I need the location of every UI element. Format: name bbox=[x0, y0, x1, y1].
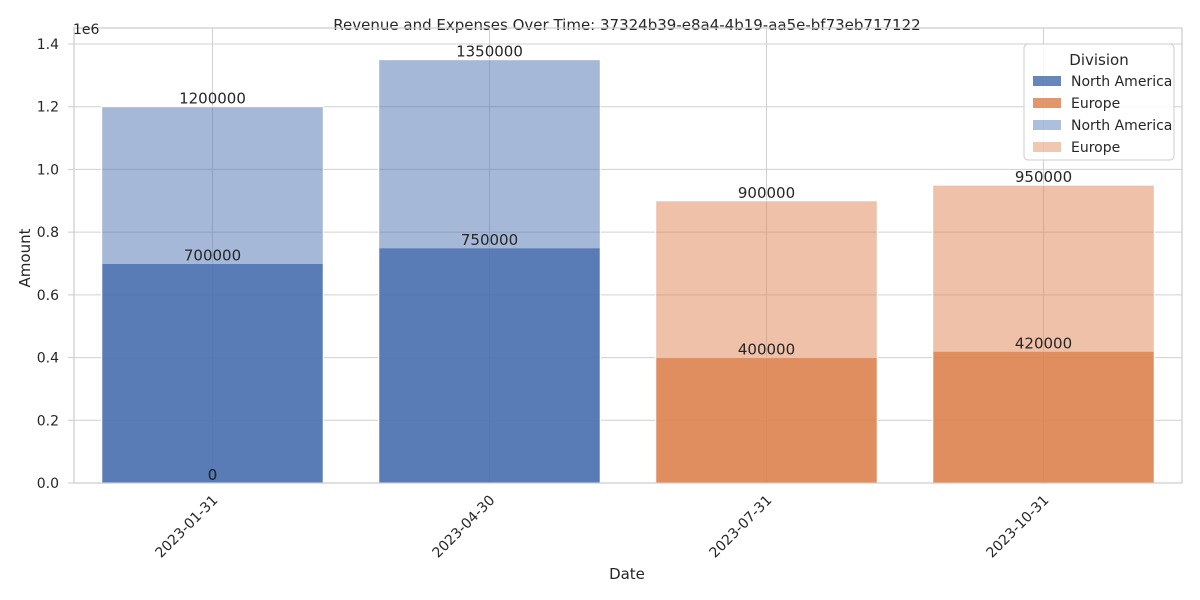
bars bbox=[101, 59, 1155, 484]
y-tick-label: 0.6 bbox=[37, 288, 59, 304]
legend-swatch bbox=[1033, 120, 1061, 130]
legend-swatch bbox=[1033, 142, 1061, 152]
x-tick-label: 2023-01-31 bbox=[152, 493, 221, 562]
x-tick-label: 2023-04-30 bbox=[429, 493, 498, 562]
y-offset-label: 1e6 bbox=[73, 22, 100, 38]
bar-revenue-north-america bbox=[378, 59, 601, 484]
legend: Division North America Europe North America… bbox=[1023, 43, 1175, 161]
legend-swatch bbox=[1033, 98, 1061, 108]
bar-value-label: 750000 bbox=[461, 231, 518, 249]
chart-title: Revenue and Expenses Over Time: 37324b39… bbox=[333, 16, 920, 34]
legend-entry-label: North America bbox=[1071, 74, 1172, 90]
bar-value-label: 420000 bbox=[1015, 334, 1072, 352]
y-tick-label: 1.4 bbox=[37, 37, 59, 53]
bar-revenue-north-america bbox=[101, 106, 324, 484]
y-tick-label: 1.0 bbox=[37, 162, 59, 178]
legend-title: Division bbox=[1069, 51, 1128, 69]
x-tick-label: 2023-07-31 bbox=[706, 493, 775, 562]
bar-value-label: 0 bbox=[208, 466, 218, 484]
y-axis-label: Amount bbox=[16, 228, 34, 287]
plot-frame bbox=[73, 27, 1183, 484]
bar-value-label: 0 bbox=[208, 466, 218, 484]
legend-entry-label: North America bbox=[1071, 118, 1172, 134]
bar-value-label: 700000 bbox=[184, 247, 241, 265]
legend-entry-label: Europe bbox=[1071, 96, 1120, 112]
y-tick-label: 0.2 bbox=[37, 413, 59, 429]
y-tick-label: 1.2 bbox=[37, 100, 59, 116]
y-tick-label: 0.8 bbox=[37, 225, 59, 241]
bar-value-label: 400000 bbox=[738, 341, 795, 359]
x-axis-label: Date bbox=[609, 565, 645, 583]
legend-box bbox=[1023, 43, 1175, 161]
legend-entry-label: Europe bbox=[1071, 140, 1120, 156]
bar-value-label: 950000 bbox=[1015, 168, 1072, 186]
legend-swatch bbox=[1033, 76, 1061, 86]
bar-value-label: 900000 bbox=[738, 184, 795, 202]
data-labels: 1200000 1350000 900000 950000 700000 750000 40… bbox=[179, 43, 1072, 484]
y-tick-label: 0.0 bbox=[37, 476, 59, 492]
bar-revenue-europe bbox=[655, 200, 878, 484]
x-tick-label: 2023-10-31 bbox=[983, 493, 1052, 562]
bar-value-label: 1350000 bbox=[456, 43, 523, 61]
y-tick-label: 0.4 bbox=[37, 351, 59, 367]
bar-value-label: 1200000 bbox=[179, 90, 246, 108]
